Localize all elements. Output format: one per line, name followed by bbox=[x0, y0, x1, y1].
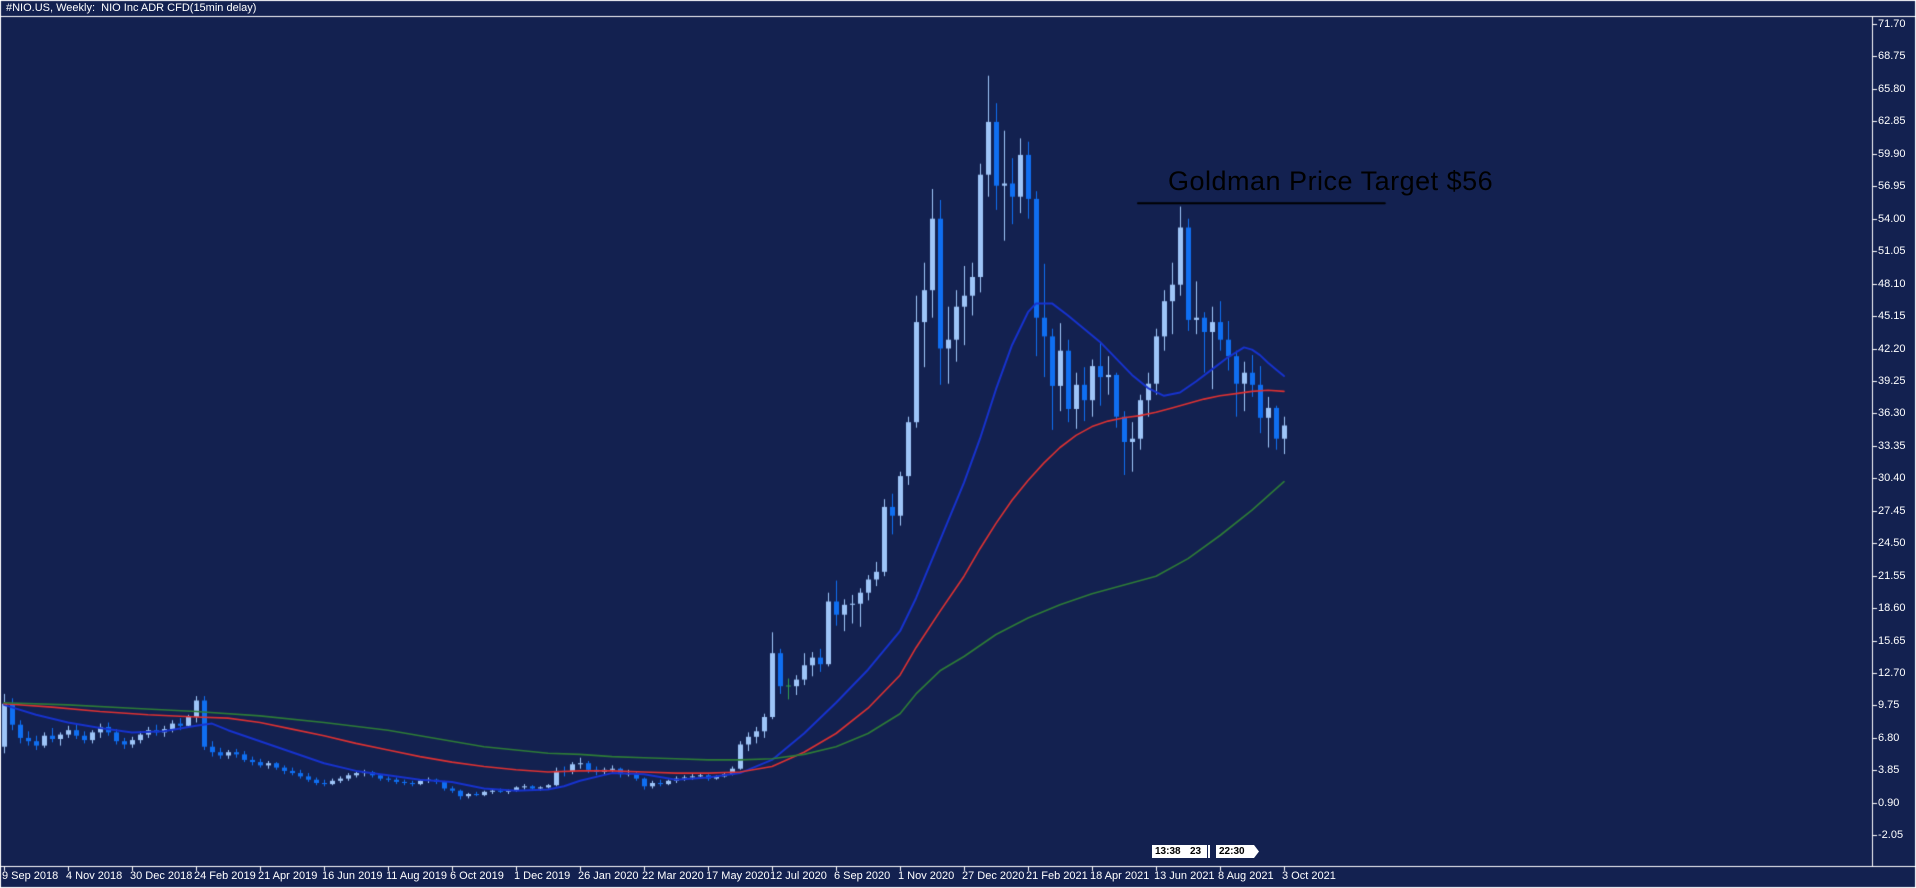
price-axis-tick-label: 15.65 bbox=[1878, 634, 1906, 647]
date-axis-tick-label: 6 Oct 2019 bbox=[450, 870, 504, 882]
time-flag-23[interactable]: 23 bbox=[1188, 845, 1207, 858]
chart-title: #NIO.US, Weekly: NIO Inc ADR CFD(15min d… bbox=[6, 2, 257, 14]
price-axis-tick-label: 62.85 bbox=[1878, 115, 1906, 128]
date-axis-tick-label: 3 Oct 2021 bbox=[1282, 870, 1336, 882]
date-axis-tick-label: 6 Sep 2020 bbox=[834, 870, 891, 882]
price-target-annotation[interactable]: Goldman Price Target $56 bbox=[1168, 166, 1494, 196]
date-axis-tick-label: 4 Nov 2018 bbox=[66, 870, 123, 882]
date-axis-tick-label: 1 Dec 2019 bbox=[514, 870, 571, 882]
price-axis-tick-label: 33.35 bbox=[1878, 439, 1906, 452]
date-axis-tick-label: 24 Feb 2019 bbox=[194, 870, 256, 882]
date-axis-tick-label: 11 Aug 2019 bbox=[386, 870, 447, 882]
price-axis-tick-label: 71.70 bbox=[1878, 18, 1906, 30]
time-flag-13-38[interactable]: 13:38 bbox=[1152, 845, 1194, 858]
price-axis-tick-label: 54.00 bbox=[1878, 212, 1906, 225]
price-axis-tick-label: 27.45 bbox=[1878, 504, 1906, 517]
time-flag-22-30[interactable]: 22:30 bbox=[1216, 845, 1259, 858]
price-axis-tick-label: 12.70 bbox=[1878, 667, 1906, 679]
time-flag-separator[interactable] bbox=[1208, 845, 1210, 858]
price-axis-tick-label: -2.05 bbox=[1878, 829, 1904, 842]
date-axis-tick-label: 13 Jun 2021 bbox=[1154, 870, 1215, 882]
price-axis-tick-label: 0.90 bbox=[1878, 796, 1900, 809]
date-axis-tick-label: 26 Jan 2020 bbox=[578, 870, 639, 882]
date-axis-tick-label: 8 Aug 2021 bbox=[1218, 870, 1274, 882]
price-axis-tick-label: 21.55 bbox=[1878, 569, 1906, 582]
date-axis-tick-label: 22 Mar 2020 bbox=[642, 870, 704, 882]
date-axis-tick-label: 21 Feb 2021 bbox=[1026, 870, 1088, 882]
date-axis-tick-label: 1 Nov 2020 bbox=[898, 870, 955, 882]
price-axis-tick-label: 56.95 bbox=[1878, 180, 1906, 193]
price-axis-tick-label: 65.80 bbox=[1878, 82, 1906, 95]
price-axis-tick-label: 3.85 bbox=[1878, 764, 1900, 777]
price-axis-tick-label: 42.20 bbox=[1878, 342, 1906, 355]
date-axis-tick-label: 30 Dec 2018 bbox=[130, 870, 193, 882]
date-axis-tick-label: 16 Jun 2019 bbox=[322, 870, 383, 882]
price-axis-tick-label: 24.50 bbox=[1878, 537, 1906, 550]
price-axis-tick-label: 36.30 bbox=[1878, 407, 1906, 420]
price-axis-tick-label: 45.15 bbox=[1878, 310, 1906, 323]
price-axis-tick-label: 6.80 bbox=[1878, 731, 1900, 744]
date-axis-tick-label: 21 Apr 2019 bbox=[258, 870, 318, 882]
price-axis-tick-label: 30.40 bbox=[1878, 472, 1906, 485]
price-axis-tick-label: 18.60 bbox=[1878, 602, 1906, 615]
date-axis-tick-label: 18 Apr 2021 bbox=[1090, 870, 1150, 882]
date-axis-tick-label: 27 Dec 2020 bbox=[962, 870, 1025, 882]
price-axis-tick-label: 39.25 bbox=[1878, 374, 1906, 387]
price-axis-tick-label: 9.75 bbox=[1878, 699, 1900, 712]
price-axis-tick-label: 51.05 bbox=[1878, 245, 1906, 258]
date-axis-tick-label: 9 Sep 2018 bbox=[2, 870, 59, 882]
date-axis-tick-label: 12 Jul 2020 bbox=[770, 870, 827, 882]
price-axis-tick-label: 59.90 bbox=[1878, 147, 1906, 160]
date-axis-tick-label: 17 May 2020 bbox=[706, 870, 770, 882]
price-axis-tick-label: 68.75 bbox=[1878, 50, 1906, 63]
price-axis-tick-label: 48.10 bbox=[1878, 277, 1906, 290]
